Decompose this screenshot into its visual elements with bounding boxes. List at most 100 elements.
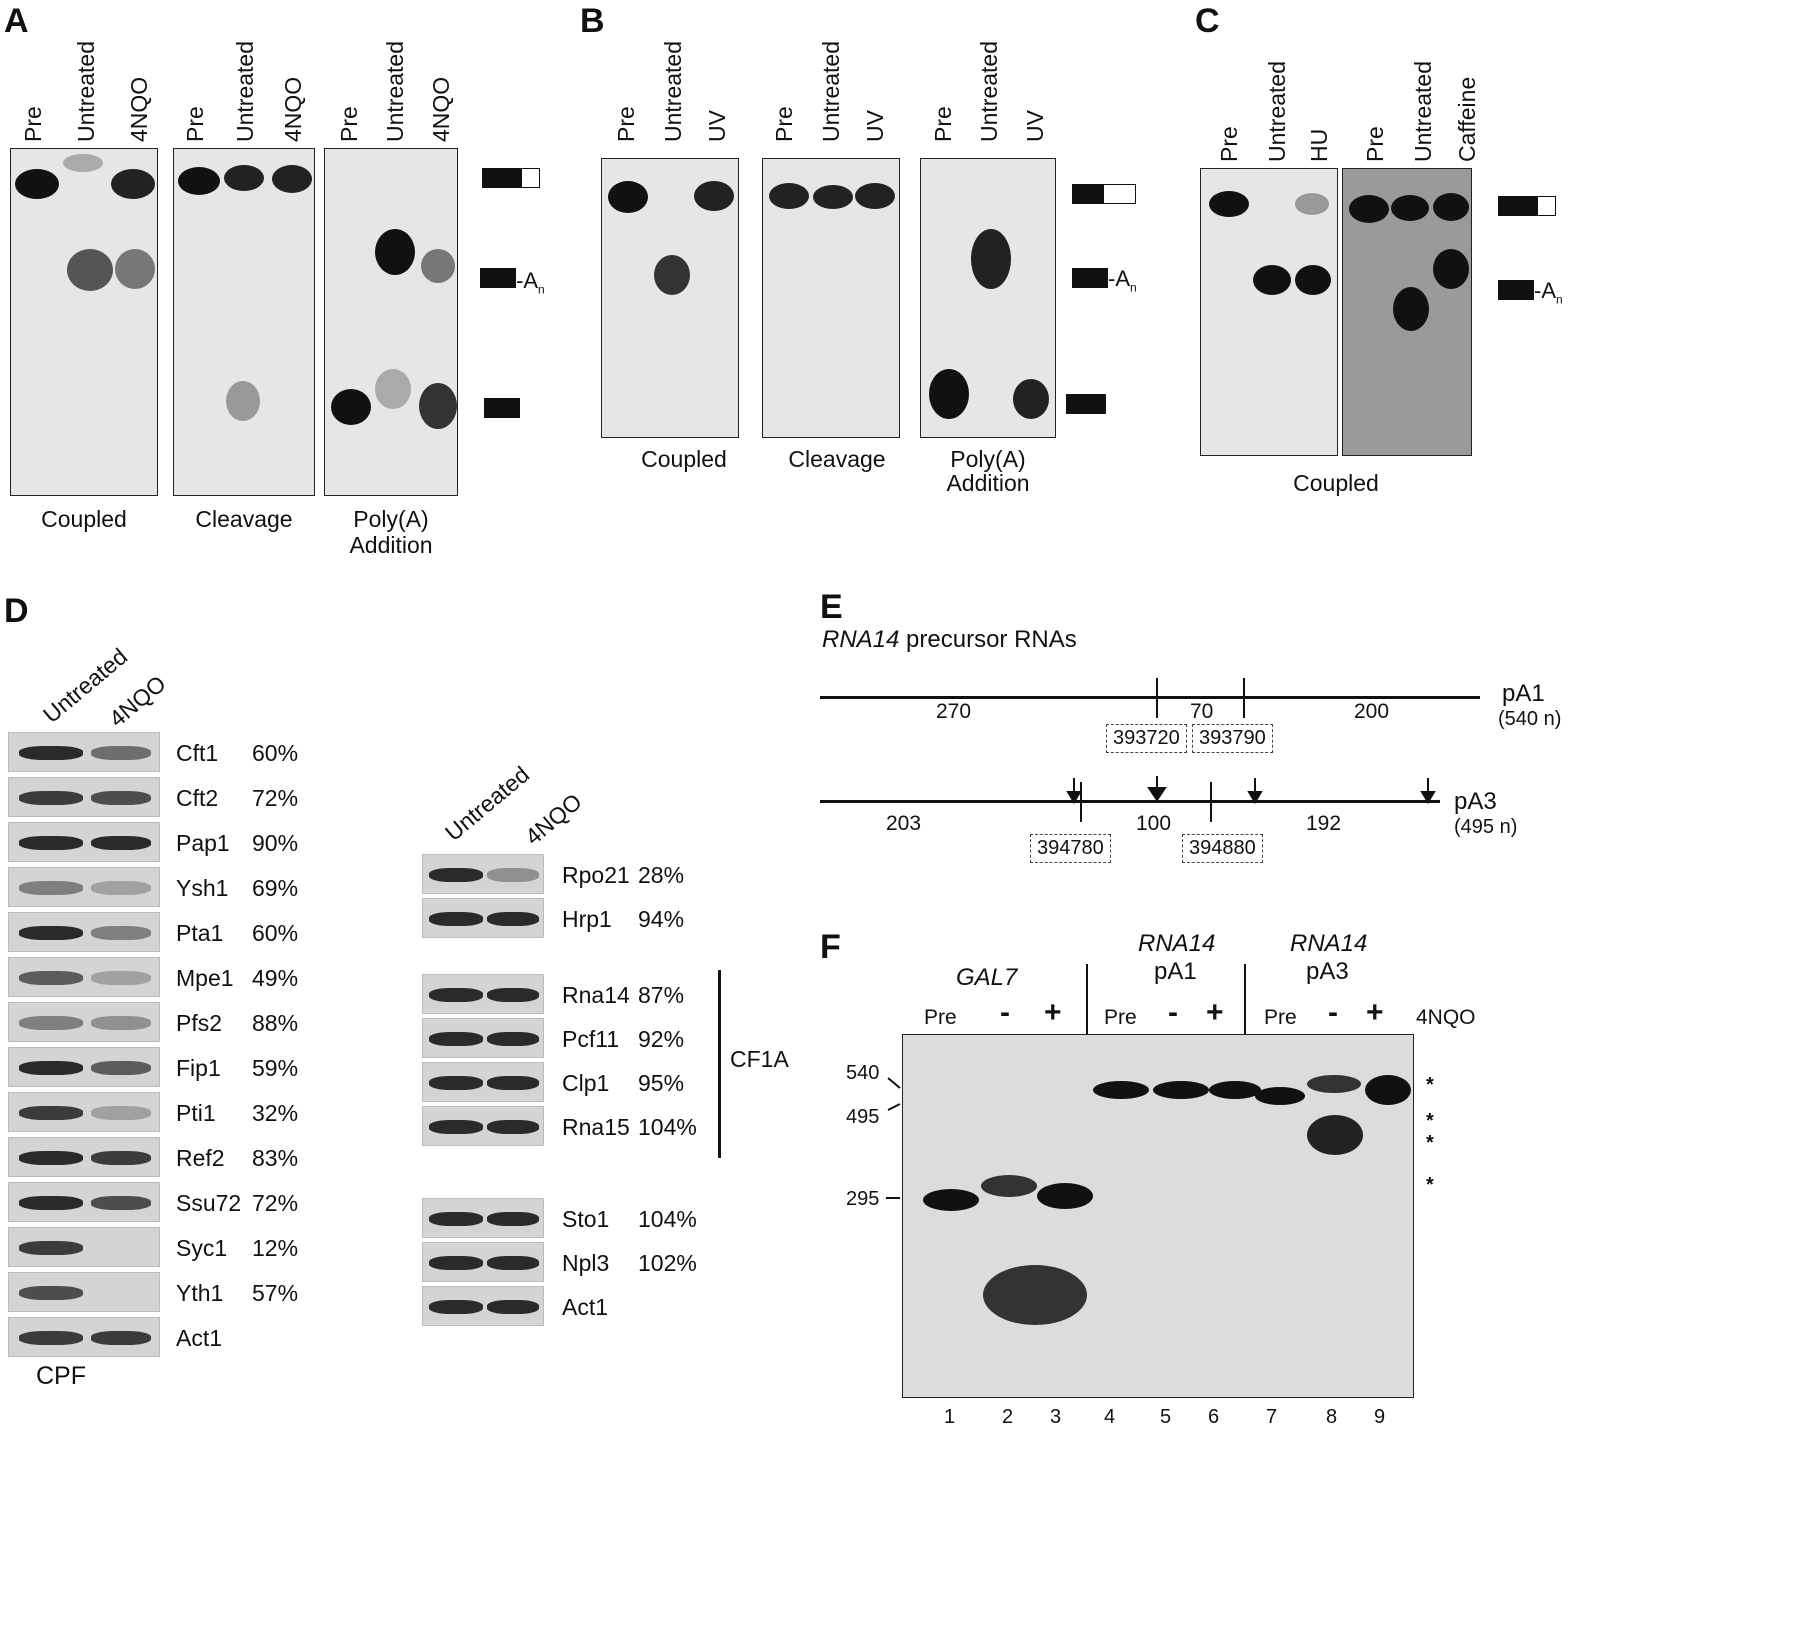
pa3-line (820, 800, 1440, 803)
rna14-pa3-title: RNA14 (1290, 930, 1368, 957)
gel-coupled-c-hu (1200, 168, 1338, 456)
star: * (1426, 1074, 1434, 1096)
western-blot-strip (8, 867, 160, 907)
protein-percent: 87% (638, 982, 685, 1008)
star: * (1426, 1110, 1434, 1132)
protein-name: Sto1 (562, 1206, 610, 1232)
protein-percent: 12% (252, 1235, 299, 1261)
lane-number: 4 (1104, 1406, 1116, 1428)
pa3-tick (1210, 782, 1212, 822)
protein-percent: 95% (638, 1070, 685, 1096)
gel-polya-b (920, 158, 1056, 438)
size-marker: 295 (846, 1188, 880, 1210)
rna14-pa1-title: RNA14 (1138, 930, 1216, 957)
protein-percent: 60% (252, 740, 299, 766)
protein-percent: 88% (252, 1010, 299, 1036)
protein-name: Pfs2 (176, 1010, 223, 1036)
protein-percent: 57% (252, 1280, 299, 1306)
lane-tag: - (1328, 996, 1338, 1029)
panel-label-d: D (4, 592, 29, 630)
protein-name: Yth1 (176, 1280, 224, 1306)
panel-label-b: B (580, 2, 605, 40)
gel-caption-line2: Addition (946, 470, 1030, 496)
western-blot-strip (8, 912, 160, 952)
protein-percent: 32% (252, 1100, 299, 1126)
protein-percent: 90% (252, 830, 299, 856)
lane-number: 5 (1160, 1406, 1172, 1428)
pa1-subtitle: pA1 (1154, 958, 1197, 985)
protein-name: Act1 (562, 1294, 609, 1320)
protein-percent: 104% (638, 1114, 697, 1140)
protein-percent: 72% (252, 1190, 299, 1216)
lane-number: 1 (944, 1406, 956, 1428)
protein-percent: 69% (252, 875, 299, 901)
gel-coupled-a (10, 148, 158, 496)
lane-tag: + (1206, 996, 1224, 1029)
protein-name: Act1 (176, 1325, 223, 1351)
lane-tag: + (1044, 996, 1062, 1029)
pa1-tick (1243, 678, 1245, 718)
panel-label-c: C (1195, 2, 1220, 40)
group-divider (1244, 964, 1246, 1038)
pa3-seg: 192 (1306, 812, 1342, 835)
protein-name: Npl3 (562, 1250, 610, 1276)
pa3-seg: 100 (1136, 812, 1172, 835)
protein-name: Mpe1 (176, 965, 234, 991)
western-blot-strip (8, 1092, 160, 1132)
pa1-size: (540 n) (1498, 708, 1562, 730)
treatment-label: 4NQO (1416, 1006, 1476, 1029)
western-blot-strip (422, 1242, 544, 1282)
western-blot-strip (422, 1106, 544, 1146)
pa3-pos: 394880 (1182, 834, 1263, 863)
cleaved-marker (1066, 394, 1106, 414)
protein-name: Ref2 (176, 1145, 225, 1171)
lane-number: 8 (1326, 1406, 1338, 1428)
protein-name: Rpo21 (562, 862, 630, 888)
western-blot-strip (422, 898, 544, 938)
gel-coupled-c-caffeine (1342, 168, 1472, 456)
protein-name: Cft1 (176, 740, 219, 766)
panel-label-e: E (820, 588, 843, 626)
western-blot-strip (8, 1317, 160, 1357)
western-blot-strip (8, 1227, 160, 1267)
pa3-seg: 203 (886, 812, 922, 835)
western-blot-strip (422, 974, 544, 1014)
protein-percent: 49% (252, 965, 299, 991)
cf1a-group-label: CF1A (730, 1046, 789, 1072)
protein-name: Pap1 (176, 830, 230, 856)
western-blot-strip (8, 1272, 160, 1312)
protein-name: Cft2 (176, 785, 219, 811)
title-rest: precursor RNAs (899, 626, 1077, 653)
gel-caption: Poly(A) (353, 506, 429, 532)
pa1-seg: 270 (936, 700, 972, 723)
pa1-pos: 393720 (1106, 724, 1187, 753)
protein-name: Rna15 (562, 1114, 630, 1140)
gel-cleavage-a (173, 148, 315, 496)
western-blot-strip (8, 732, 160, 772)
protein-name: Pti1 (176, 1100, 216, 1126)
western-blot-strip (422, 1018, 544, 1058)
gel-caption: Coupled (1293, 470, 1379, 496)
gel-polya-a (324, 148, 458, 496)
protein-percent: 104% (638, 1206, 697, 1232)
diagram-title: RNA14 precursor RNAs (822, 626, 1077, 654)
protein-name: Ysh1 (176, 875, 229, 901)
an-sub: n (538, 282, 545, 297)
western-blot-strip (422, 854, 544, 894)
gel-caption: Poly(A) (950, 446, 1026, 472)
an-sub: n (1130, 280, 1137, 295)
protein-percent: 28% (638, 862, 685, 888)
an-label: A (1115, 266, 1131, 291)
protein-name: Hrp1 (562, 906, 612, 932)
gel-caption: Cleavage (195, 506, 293, 532)
cpf-group-label: CPF (36, 1362, 86, 1390)
gel-caption: Coupled (41, 506, 127, 532)
protein-name: Pta1 (176, 920, 224, 946)
star: * (1426, 1132, 1434, 1154)
pa3-label: pA3 (1454, 788, 1497, 815)
lane-tag: - (1168, 996, 1178, 1029)
western-blot-strip (422, 1286, 544, 1326)
protein-percent: 94% (638, 906, 685, 932)
western-blot-strip (8, 957, 160, 997)
